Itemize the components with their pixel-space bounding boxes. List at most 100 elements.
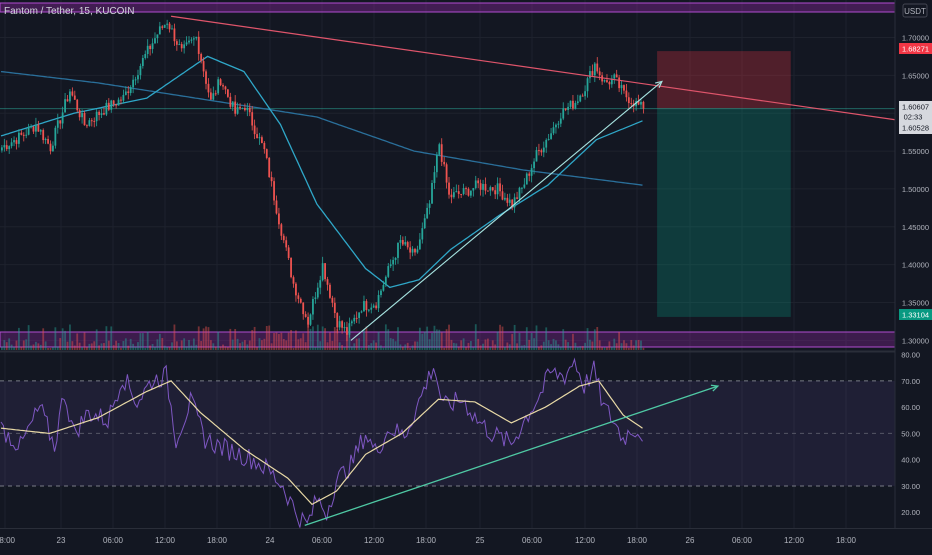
candle-body [474,180,477,189]
time-tick-labels[interactable]: 18:00 23 06:00 12:00 18:00 24 06:00 12:00 18:00 2… [0,536,857,545]
volume-bar [448,324,450,350]
candle-body [591,71,594,76]
grid [0,0,895,528]
candle-body [440,144,443,162]
volume-bar [360,347,363,350]
volume-bar [632,345,635,350]
candle-body [411,248,414,253]
volume-bar [231,339,234,350]
volume-bar [428,339,431,350]
volume-bar [421,333,424,350]
volume-bar [166,346,169,350]
volume-bar [370,343,373,350]
volume-bar [100,343,103,350]
candle-body [268,157,271,178]
time-tick-label: 06:00 [732,536,753,545]
volume-bar [273,333,275,350]
volume-bar [261,340,263,350]
volume-bar [387,329,390,350]
volume-bar [479,345,482,350]
rsi-trendline[interactable] [304,385,719,526]
candle-body [304,314,307,317]
candle-body [124,91,127,95]
candle-body [363,301,365,312]
volume-bar [452,342,455,350]
candle-body [547,138,550,140]
volume-bar [115,340,118,350]
candle-body [107,102,110,110]
volume-bar [105,326,108,350]
candle-body [134,79,137,81]
support-trendline[interactable] [350,80,663,341]
volume-bar [435,329,438,350]
candle-body [149,45,152,50]
volume-bar [433,325,436,350]
candle-body [552,127,555,134]
candle-body [423,218,426,229]
volume-bar [52,347,54,350]
volume-bar [501,326,504,350]
volume-bar [557,344,560,350]
rsi-trendline-arrow-icon [710,384,720,392]
volume-bar [494,344,497,350]
resistance-trendline[interactable] [171,15,903,122]
volume-bar [533,338,535,350]
volume-bar [299,338,302,350]
volume-bar [83,332,86,350]
candle-body [625,90,628,98]
candle-body [329,284,331,298]
volume-bar [431,332,433,350]
volume-bar [394,341,397,350]
volume-bar [584,342,586,350]
candle-body [401,239,404,245]
volume-bar [268,325,271,350]
candle-body [406,242,409,248]
time-tick-label: 12:00 [155,536,176,545]
price-scale-background[interactable] [895,0,932,528]
volume-bar [127,345,130,350]
volume-bar [579,346,582,350]
volume-bar [66,341,69,350]
volume-bar [401,346,404,350]
candle-body [450,194,453,198]
currency-badge[interactable] [902,3,928,18]
candle-body [618,77,621,89]
candle-body [27,126,30,135]
candle-body [399,239,402,243]
volume-bar [205,326,207,350]
volume-bar [350,346,353,350]
time-tick-label: 12:00 [784,536,805,545]
candle-body [156,34,159,39]
candle-body [550,133,552,139]
volume-bar [326,342,329,350]
candle-body [222,85,224,87]
candle-body [538,150,540,152]
stop-price-label: 1.68271 [902,45,929,54]
candle-body [530,168,533,176]
volume-bar [44,341,47,350]
volume-bar [54,327,57,350]
candle-body [535,150,538,162]
candle-body [307,316,309,325]
position-stop-zone[interactable] [657,51,791,109]
volume-bar [516,343,518,350]
volume-bar [474,324,477,350]
candle-body [76,99,79,111]
candle-body [158,26,161,35]
volume-bar [596,326,599,350]
candle-body [234,101,237,114]
volume-bar [620,343,623,350]
candle-body [584,91,586,97]
volume-bar [59,338,62,350]
volume-bar [409,347,412,350]
candle-body [533,161,535,169]
candle-body [418,239,421,250]
volume-bar [78,342,81,350]
position-target-zone[interactable] [657,108,791,317]
candle-body [623,85,625,91]
rsi-tick-label: 40.00 [901,456,920,465]
time-tick-label: 25 [476,536,485,545]
candle-body [579,95,582,102]
